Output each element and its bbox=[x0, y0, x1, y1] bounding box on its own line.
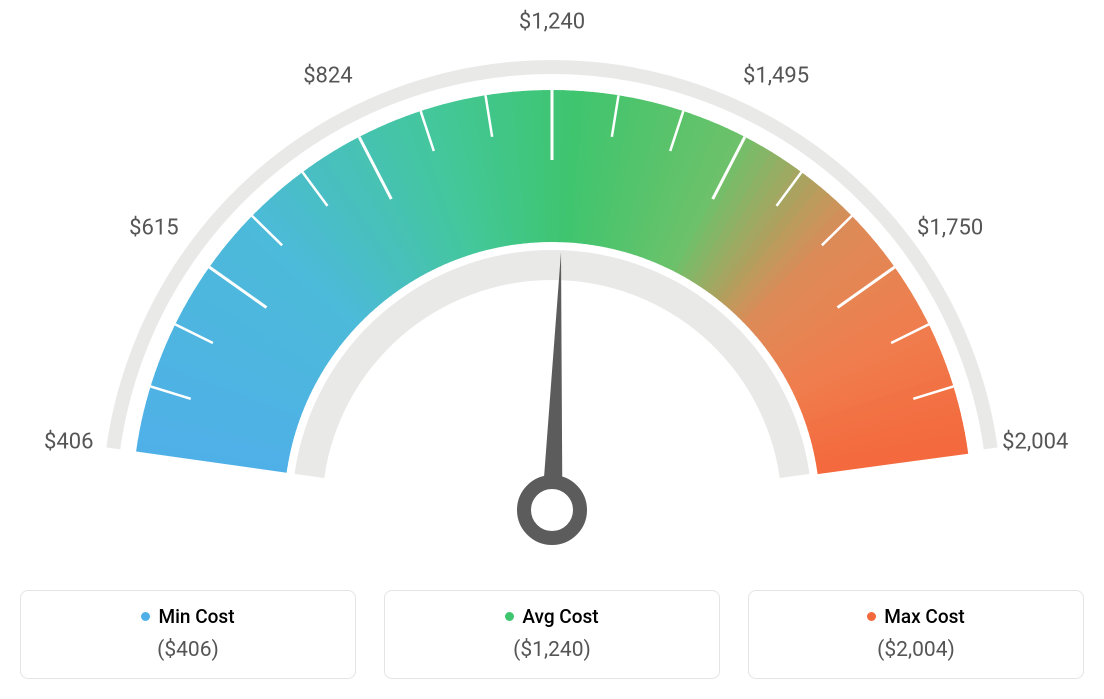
legend-title-max: Max Cost bbox=[867, 605, 964, 628]
gauge-svg bbox=[20, 20, 1084, 580]
legend-value-max: ($2,004) bbox=[759, 638, 1073, 662]
legend-title-min: Min Cost bbox=[141, 605, 234, 628]
legend-card-min: Min Cost ($406) bbox=[20, 590, 356, 679]
legend-value-avg: ($1,240) bbox=[395, 638, 709, 662]
legend-title-avg: Avg Cost bbox=[505, 605, 598, 628]
gauge-tick-label: $406 bbox=[44, 430, 93, 455]
legend-card-avg: Avg Cost ($1,240) bbox=[384, 590, 720, 679]
gauge-tick-label: $1,750 bbox=[917, 215, 983, 240]
gauge-tick-label: $615 bbox=[129, 215, 178, 240]
legend-label-max: Max Cost bbox=[884, 605, 964, 628]
cost-gauge-chart: $406$615$824$1,240$1,495$1,750$2,004 Min… bbox=[20, 20, 1084, 679]
legend-label-min: Min Cost bbox=[158, 605, 234, 628]
legend-card-max: Max Cost ($2,004) bbox=[748, 590, 1084, 679]
legend-dot-min bbox=[141, 612, 150, 621]
gauge-canvas: $406$615$824$1,240$1,495$1,750$2,004 bbox=[20, 20, 1084, 580]
legend-dot-max bbox=[867, 612, 876, 621]
legend-row: Min Cost ($406) Avg Cost ($1,240) Max Co… bbox=[20, 590, 1084, 679]
legend-dot-avg bbox=[505, 612, 514, 621]
gauge-tick-label: $1,240 bbox=[519, 10, 585, 35]
gauge-tick-label: $1,495 bbox=[743, 64, 809, 89]
gauge-tick-label: $2,004 bbox=[1002, 430, 1068, 455]
legend-value-min: ($406) bbox=[31, 638, 345, 662]
gauge-tick-label: $824 bbox=[303, 64, 352, 89]
legend-label-avg: Avg Cost bbox=[522, 605, 598, 628]
